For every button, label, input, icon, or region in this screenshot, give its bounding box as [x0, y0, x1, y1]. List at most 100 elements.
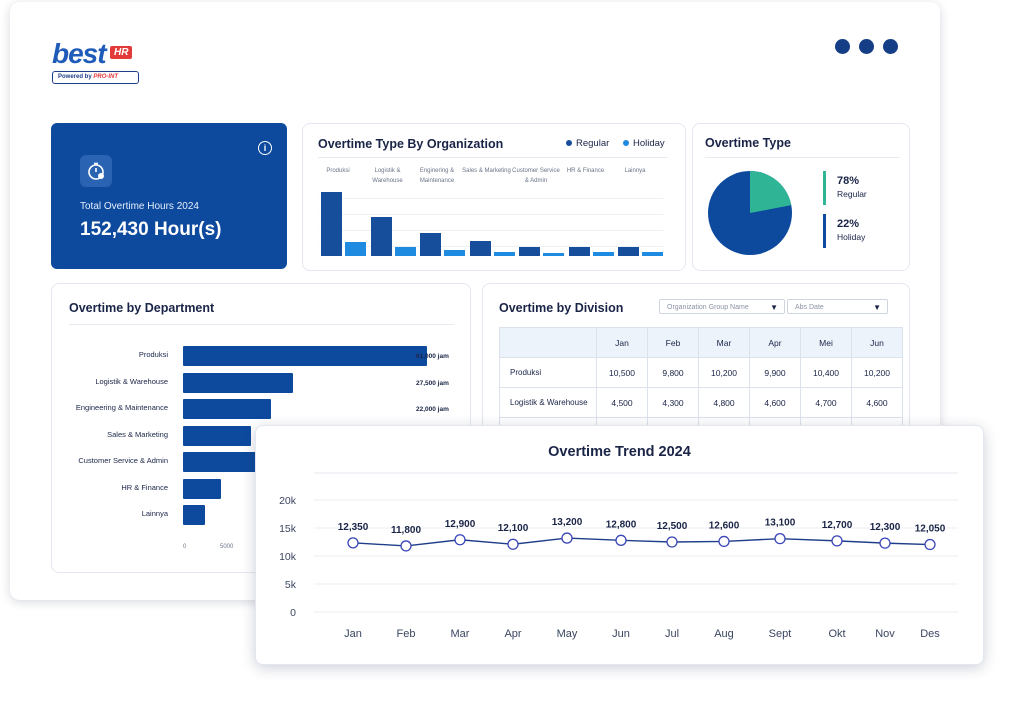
regular-label: Regular [837, 189, 867, 199]
total-overtime-label: Total Overtime Hours 2024 [80, 201, 199, 212]
department-label: Customer Service & Admin [78, 456, 168, 465]
department-value: 27,500 jam [416, 379, 449, 387]
trend-value-label: 12,100 [498, 523, 529, 534]
department-bar [183, 425, 251, 446]
table-corner [499, 327, 597, 358]
department-bar [183, 399, 271, 419]
trend-point [615, 534, 627, 546]
title-divider [69, 324, 454, 325]
table-cell: 4,800 [698, 387, 750, 418]
abs-date-select[interactable]: Abs Date ▼ [787, 299, 888, 314]
x-tick-label: May [557, 628, 578, 640]
timer-icon [80, 155, 112, 187]
table-cell: 4,700 [800, 387, 852, 418]
org-bar-holiday [592, 252, 614, 256]
month-header: Feb [647, 327, 699, 358]
table-cell: 10,500 [596, 357, 648, 388]
holiday-percent: 22% [837, 218, 860, 230]
table-cell: 10,200 [851, 357, 903, 388]
trend-point [400, 540, 412, 552]
trend-point [347, 537, 359, 549]
trend-point [561, 532, 573, 544]
org-bar-regular [370, 216, 392, 256]
department-label: Lainnya [141, 509, 168, 518]
legend-regular-swatch [566, 140, 572, 147]
gridline [319, 214, 663, 215]
month-header: Apr [749, 327, 801, 358]
best-hr-logo: best HR Powered by PRO-INT [52, 38, 142, 86]
overtime-trend-card: Overtime Trend 2024 20k 15k 10k 5k 0 12,350 Ja… [255, 425, 984, 665]
department-value: 61,000 jam [416, 353, 449, 360]
org-bar-regular [469, 240, 491, 256]
trend-point [507, 538, 519, 550]
org-category-label: Customer Service & Admin [512, 168, 560, 184]
trend-point [924, 538, 936, 551]
table-cell: 10,400 [800, 357, 852, 388]
trend-value-label: 12,300 [870, 522, 901, 533]
powered-by-label: Powered by [58, 74, 92, 80]
org-bar-holiday [493, 252, 515, 256]
department-axis-tick: 0 [183, 544, 187, 550]
org-bar-regular [519, 247, 540, 256]
title-divider [318, 157, 668, 158]
info-icon[interactable]: i [258, 141, 272, 155]
trend-value-label: 11,800 [391, 525, 421, 536]
caret-down-icon: ▼ [770, 303, 778, 312]
x-tick-label: Jan [344, 628, 362, 640]
org-bar-holiday [543, 252, 564, 256]
organization-group-select[interactable]: Organization Group Name ▼ [659, 299, 785, 314]
org-bar-regular [568, 247, 590, 256]
org-bar-regular [618, 247, 639, 256]
division-row-name: Produksi [499, 357, 597, 388]
org-category-label: Enginering & Maintenance [419, 168, 455, 184]
x-tick-label: Feb [397, 628, 416, 640]
trend-value-label: 12,800 [606, 519, 637, 530]
trend-point [774, 532, 786, 545]
trend-value-label: 13,100 [765, 518, 796, 529]
gridline [319, 246, 663, 247]
more-options-button[interactable] [835, 39, 907, 59]
org-chart-title: Overtime Type By Organization [318, 137, 504, 151]
trend-line [352, 537, 931, 547]
x-tick-label: Okt [828, 628, 845, 640]
department-bar [183, 452, 271, 472]
month-header: Jun [851, 327, 903, 358]
y-tick-label: 15k [279, 523, 297, 535]
department-axis-tick: 5000 [220, 544, 234, 550]
trend-value-label: 13,200 [552, 517, 583, 528]
department-value: 22,000 jam [416, 406, 449, 413]
trend-point [879, 537, 891, 549]
trend-value-label: 12,600 [709, 520, 740, 531]
abs-date-select-value: Abs Date [795, 304, 824, 311]
dot-icon [859, 39, 874, 54]
organization-group-select-value: Organization Group Name [667, 304, 749, 311]
org-bar-holiday [345, 242, 366, 256]
table-cell: 4,500 [596, 387, 648, 418]
y-tick-label: 0 [290, 607, 296, 619]
x-tick-label: Jul [665, 628, 679, 640]
overtime-type-card: Overtime Type 78% Regular 22% Holiday [692, 123, 910, 271]
overtime-type-title: Overtime Type [705, 136, 791, 150]
table-cell: 10,200 [698, 357, 750, 388]
x-tick-label: Mar [451, 628, 470, 640]
table-row: Produksi 10,500 9,800 10,200 9,900 10,400 10,2… [499, 357, 903, 388]
y-tick-label: 5k [285, 579, 297, 591]
trend-value-label: 12,050 [915, 524, 946, 535]
trend-point [831, 535, 843, 547]
trend-value-label: 12,700 [822, 520, 853, 531]
logo-best-text: best [52, 38, 107, 69]
holiday-label: Holiday [837, 232, 866, 242]
x-tick-label: Jun [612, 628, 630, 640]
department-label: Produksi [138, 350, 168, 359]
gridline [319, 198, 663, 199]
title-divider [705, 157, 900, 158]
trend-value-label: 12,900 [445, 519, 476, 530]
table-header-row: Jan Feb Mar Apr Mei Jun [499, 327, 903, 358]
caret-down-icon: ▼ [873, 303, 881, 312]
month-header: Mar [698, 327, 750, 358]
division-title: Overtime by Division [499, 301, 624, 315]
division-row-name: Logistik & Warehouse [499, 387, 597, 418]
overtime-by-division-card: Overtime by Division Organization Group … [482, 283, 910, 448]
x-tick-label: Nov [875, 628, 895, 640]
department-label: Engineering & Maintenance [75, 403, 168, 412]
